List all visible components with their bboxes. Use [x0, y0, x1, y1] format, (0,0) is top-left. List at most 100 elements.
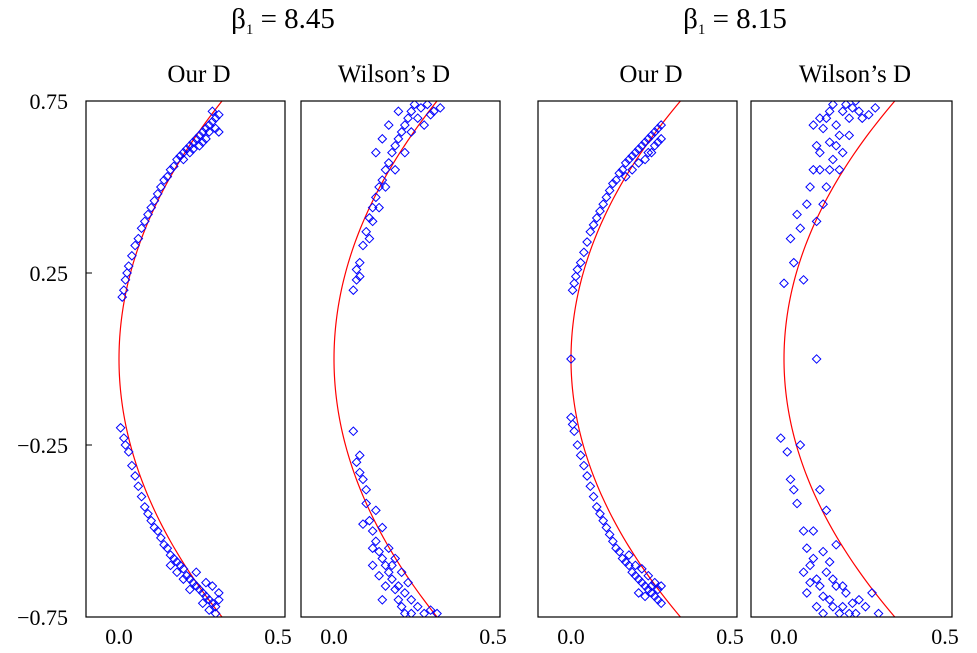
data-point	[831, 539, 842, 550]
data-point	[361, 226, 372, 237]
beta-symbol: β	[683, 3, 698, 35]
data-point	[207, 106, 218, 117]
beta-value: = 8.45	[253, 3, 335, 35]
data-point	[814, 113, 825, 124]
data-point	[377, 133, 388, 144]
data-point	[419, 608, 430, 617]
data-point	[204, 605, 215, 616]
data-point	[367, 216, 378, 227]
data-point	[824, 137, 835, 148]
data-point	[624, 154, 634, 165]
data-point	[213, 588, 224, 598]
data-point	[798, 274, 809, 285]
data-point	[210, 113, 221, 124]
x-tick-label: 0.0	[105, 624, 133, 649]
data-point	[146, 515, 157, 526]
data-point	[788, 257, 799, 268]
data-point	[370, 536, 381, 547]
data-point	[393, 594, 404, 605]
data-point	[646, 130, 657, 141]
data-point	[588, 491, 599, 502]
data-point	[814, 147, 825, 158]
data-point	[614, 168, 625, 179]
data-points	[115, 106, 224, 617]
data-point	[380, 560, 391, 571]
data-point	[120, 274, 131, 285]
data-point	[204, 120, 215, 130]
data-point	[572, 440, 583, 450]
fit-curve	[333, 101, 438, 617]
data-point	[184, 584, 195, 595]
beta-symbol: β	[231, 3, 246, 35]
data-point	[620, 158, 631, 168]
data-point	[620, 171, 631, 182]
data-point	[126, 460, 137, 471]
data-point	[653, 123, 663, 134]
fit-curve	[783, 101, 896, 617]
fit-curve	[118, 101, 223, 617]
data-point	[627, 164, 638, 175]
data-point	[863, 109, 874, 120]
data-point	[159, 175, 169, 186]
data-point	[831, 581, 842, 591]
data-point	[827, 574, 838, 585]
data-point	[824, 557, 835, 567]
data-point	[850, 608, 861, 617]
data-point	[567, 285, 578, 296]
fit-curve	[570, 101, 682, 617]
data-point	[601, 522, 612, 533]
data-point	[630, 560, 641, 571]
data-point	[821, 567, 832, 578]
beta-subscript: 1	[698, 22, 706, 38]
data-point	[380, 182, 391, 192]
data-point	[178, 574, 189, 585]
data-point	[640, 154, 650, 165]
data-point	[643, 133, 654, 144]
data-point	[572, 264, 583, 275]
data-point	[834, 608, 845, 617]
data-point	[194, 130, 205, 141]
data-point	[178, 154, 189, 165]
data-point	[162, 171, 173, 182]
data-point	[837, 601, 848, 612]
data-point	[782, 446, 793, 457]
data-point	[801, 199, 812, 210]
data-point	[374, 202, 384, 213]
data-point	[824, 594, 835, 605]
data-point	[184, 147, 195, 158]
data-point	[814, 484, 825, 495]
data-point	[403, 113, 413, 124]
data-point	[646, 147, 657, 158]
data-point	[633, 158, 644, 168]
data-point	[805, 182, 815, 192]
data-point	[831, 140, 842, 151]
data-point	[834, 164, 845, 175]
data-point	[601, 192, 612, 203]
data-point	[172, 567, 182, 578]
data-point	[390, 584, 401, 595]
data-point	[585, 226, 596, 237]
data-point	[130, 471, 141, 481]
x-tick-label: 0.5	[931, 624, 959, 649]
data-point	[867, 588, 877, 598]
data-point	[201, 133, 211, 144]
data-point	[406, 106, 417, 117]
data-point	[847, 598, 858, 609]
data-point	[578, 247, 589, 258]
beta-value: = 8.15	[705, 3, 787, 35]
data-point	[844, 130, 855, 141]
data-point	[380, 164, 391, 175]
data-point	[818, 608, 829, 617]
data-point	[126, 250, 137, 261]
data-point	[354, 450, 365, 461]
data-point	[370, 192, 381, 203]
data-point	[213, 594, 224, 605]
data-point	[351, 264, 362, 275]
data-point	[633, 144, 644, 155]
data-point	[358, 519, 368, 530]
data-point	[607, 178, 618, 189]
data-point	[143, 508, 153, 519]
plot-frame	[750, 100, 953, 618]
data-point	[348, 426, 359, 437]
data-point	[821, 182, 832, 192]
